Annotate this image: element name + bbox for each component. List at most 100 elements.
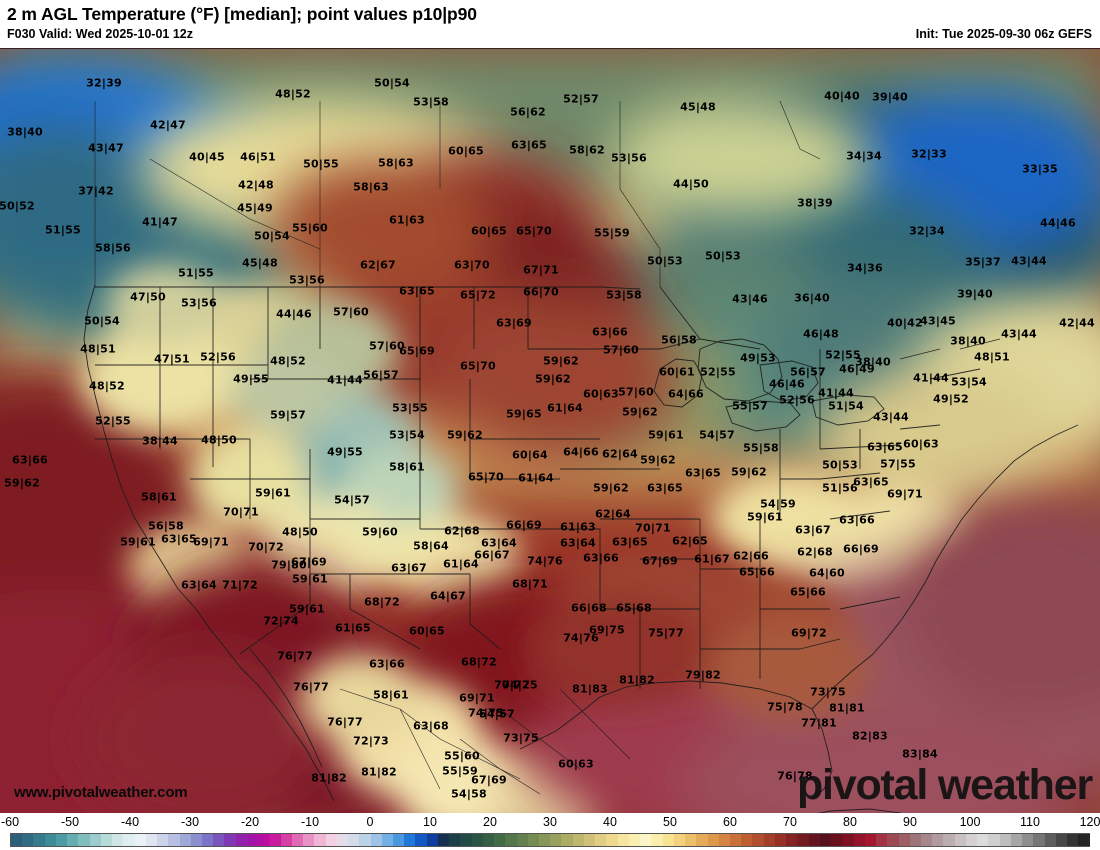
colorbar-segment (932, 834, 944, 846)
colorbar-segment (898, 834, 910, 846)
colorbar-segment (505, 834, 517, 846)
colorbar-segment (752, 834, 764, 846)
colorbar-segment (977, 834, 989, 846)
colorbar-tick: -60 (0, 815, 20, 829)
colorbar-segment (707, 834, 719, 846)
colorbar-segment (651, 834, 663, 846)
colorbar-segment (887, 834, 899, 846)
colorbar-segment (595, 834, 607, 846)
colorbar-tick: 20 (483, 815, 497, 829)
colorbar-tick: 50 (663, 815, 677, 829)
colorbar-tick: 90 (903, 815, 917, 829)
colorbar-segment (561, 834, 573, 846)
colorbar-tick: 30 (543, 815, 557, 829)
colorbar-segment (853, 834, 865, 846)
colorbar-segment (291, 834, 304, 846)
colorbar-segment (168, 834, 180, 846)
colorbar[interactable]: -60 -50 -40 -30 -20 -10 0 10 20 30 40 50 60 70 80 90 100… (0, 813, 1100, 850)
colorbar-segment (157, 834, 169, 846)
colorbar-segment (471, 834, 483, 846)
colorbar-segment (246, 834, 259, 846)
colorbar-segment (134, 834, 146, 846)
colorbar-segment (235, 834, 247, 846)
temperature-field (0, 49, 1100, 813)
colorbar-segment (730, 834, 742, 846)
colorbar-segment (920, 834, 933, 846)
colorbar-tick: 70 (783, 815, 797, 829)
colorbar-segment (617, 834, 629, 846)
colorbar-tick: -20 (240, 815, 260, 829)
colorbar-tick: 100 (959, 815, 981, 829)
colorbar-segment (437, 834, 450, 846)
colorbar-segment (336, 834, 349, 846)
colorbar-segment (1022, 834, 1034, 846)
colorbar-segment (55, 834, 68, 846)
colorbar-tick: -50 (60, 815, 80, 829)
colorbar-tick: 0 (366, 815, 374, 829)
colorbar-segment (494, 834, 506, 846)
colorbar-segment (572, 834, 584, 846)
colorbar-segment (583, 834, 596, 846)
colorbar-segment (1055, 834, 1068, 846)
colorbar-segment (909, 834, 921, 846)
colorbar-segment (359, 834, 371, 846)
colorbar-segment (370, 834, 382, 846)
colorbar-segment (78, 834, 90, 846)
site-url-watermark: www.pivotalweather.com (14, 784, 188, 801)
colorbar-segment (460, 834, 472, 846)
colorbar-segment (965, 834, 978, 846)
forecast-valid-time: F030 Valid: Wed 2025-10-01 12z (7, 27, 193, 41)
colorbar-segment (831, 834, 843, 846)
colorbar-segment (100, 834, 113, 846)
colorbar-segment (640, 834, 652, 846)
colorbar-tick: -40 (120, 815, 140, 829)
colorbar-segment (774, 834, 787, 846)
colorbar-segment (673, 834, 686, 846)
colorbar-segment (786, 834, 798, 846)
colorbar-segment (1033, 834, 1045, 846)
colorbar-segment (269, 834, 281, 846)
colorbar-segment (348, 834, 360, 846)
colorbar-segment (482, 834, 495, 846)
colorbar-segment (1078, 834, 1090, 846)
colorbar-tick: 110 (1020, 815, 1040, 829)
colorbar-segment (527, 834, 540, 846)
colorbar-segment (33, 834, 45, 846)
colorbar-tick: 60 (723, 815, 737, 829)
colorbar-segment (44, 834, 56, 846)
colorbar-segment (392, 834, 405, 846)
colorbar-segment (314, 834, 326, 846)
colorbar-segment (11, 834, 23, 846)
map-canvas[interactable]: 32|39 48|52 50|54 53|58 56|62 52|57 45|48 40|40… (0, 48, 1100, 813)
colorbar-segment (539, 834, 551, 846)
colorbar-tick: 40 (603, 815, 617, 829)
colorbar-tick: 10 (423, 815, 437, 829)
colorbar-segment (179, 834, 191, 846)
colorbar-segment (606, 834, 618, 846)
state-boundaries (83, 100, 1079, 813)
colorbar-segment (628, 834, 641, 846)
colorbar-segment (22, 834, 34, 846)
colorbar-segment (819, 834, 832, 846)
colorbar-segment (404, 834, 416, 846)
colorbar-segment (876, 834, 888, 846)
colorbar-segment (123, 834, 135, 846)
colorbar-segment (943, 834, 955, 846)
colorbar-segment (696, 834, 708, 846)
colorbar-segment (381, 834, 393, 846)
colorbar-segment (258, 834, 270, 846)
colorbar-segment (662, 834, 674, 846)
colorbar-segment (988, 834, 1000, 846)
colorbar-segment (797, 834, 809, 846)
colorbar-segment (864, 834, 877, 846)
map-header: 2 m AGL Temperature (°F) [median]; point… (0, 0, 1100, 48)
colorbar-segment (1010, 834, 1023, 846)
colorbar-segment (954, 834, 966, 846)
colorbar-gradient (10, 833, 1090, 847)
colorbar-segment (89, 834, 101, 846)
colorbar-segment (67, 834, 79, 846)
colorbar-tick-labels: -60 -50 -40 -30 -20 -10 0 10 20 30 40 50 60 70 80 90 100… (0, 813, 1100, 832)
page-title: 2 m AGL Temperature (°F) [median]; point… (7, 4, 477, 24)
colorbar-segment (842, 834, 854, 846)
colorbar-segment (325, 834, 337, 846)
